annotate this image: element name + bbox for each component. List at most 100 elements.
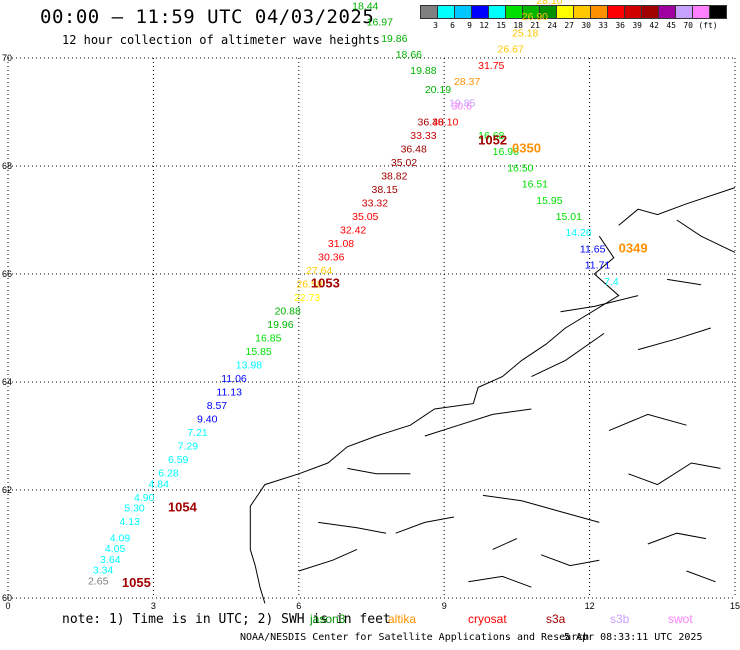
wave-height-value: 8.57 — [207, 400, 228, 412]
wave-height-value: 28.37 — [454, 76, 480, 88]
coastline-segment — [540, 554, 600, 567]
color-scale-label: 21 — [530, 21, 540, 30]
wave-height-value: 4.09 — [110, 532, 131, 544]
color-scale-label: 12 — [479, 21, 489, 30]
wave-height-value: 27.64 — [306, 265, 332, 277]
x-tick-label: 12 — [585, 601, 595, 611]
pass-time-labels: 1055 1054 1053 1052 0350 0349 — [122, 132, 648, 590]
wave-height-value: 16.50 — [507, 162, 533, 174]
color-scale-label: 6 — [450, 21, 455, 30]
wave-height-value: 7.21 — [187, 427, 208, 439]
wave-height-values: 2.653.343.644.054.09 4.135.304.90 4.846.28… — [88, 0, 619, 588]
color-scale-bar — [420, 5, 727, 19]
note-text: note: 1) Time is in UTC; 2) SWH is in fe… — [62, 612, 391, 627]
wave-height-value: 11.65 — [580, 243, 606, 255]
wave-height-value: 14.26 — [565, 227, 591, 239]
x-tick-label: 15 — [730, 601, 740, 611]
wave-height-value: 32.42 — [340, 225, 366, 237]
pass-time-label: 0350 — [512, 141, 541, 156]
coastline-segment — [608, 413, 687, 432]
x-tick-label: 6 — [296, 601, 301, 611]
wave-height-value: 11.06 — [221, 373, 247, 385]
color-scale-label: 36 — [615, 21, 625, 30]
wave-height-value: 31.08 — [328, 238, 354, 250]
wave-height-value: 18.66 — [396, 49, 422, 61]
wave-height-value: 6.28 — [158, 468, 179, 480]
wave-height-value: 26.58 — [296, 279, 322, 291]
wave-height-value: 20.88 — [275, 306, 301, 318]
axis-ticks: 0 3 6 9 12 15 70 68 66 64 62 60 — [2, 53, 740, 611]
wave-height-value: 31.75 — [478, 60, 504, 72]
coastline-segment — [468, 575, 532, 588]
wave-height-value: 19.96 — [267, 319, 293, 331]
wave-height-value: 6.59 — [168, 454, 189, 466]
wave-height-value: 35.05 — [352, 211, 378, 223]
wave-height-value: 5.30 — [124, 503, 145, 515]
legend-altika: altika — [388, 612, 417, 626]
wave-height-value: 19.85 — [449, 98, 475, 110]
color-scale-label: 9 — [467, 21, 472, 30]
map-grid — [7, 57, 736, 599]
legend-cryosat: cryosat — [468, 612, 507, 626]
y-tick-label: 66 — [2, 269, 12, 279]
wave-height-value: 2.65 — [88, 576, 109, 588]
color-scale-label: 3 — [433, 21, 438, 30]
color-scale-label: 15 — [496, 21, 506, 30]
wave-height-value: 15.01 — [556, 211, 582, 223]
coastline-segment — [395, 516, 454, 534]
wave-height-value: 16.68 — [478, 130, 504, 142]
wave-height-value: 16.96 — [493, 146, 519, 158]
x-tick-label: 3 — [151, 601, 156, 611]
wave-height-value: 35.02 — [391, 157, 417, 169]
wave-height-value: 28.10 — [536, 0, 562, 7]
color-scale-labels: 3 6 9 12 15 18 21 24 27 30 33 36 39 42 45 70 (ft) — [421, 21, 723, 30]
wave-height-value: 9.40 — [197, 414, 218, 426]
wave-height-value: 36.48 — [418, 117, 444, 129]
coastline-segment — [347, 467, 411, 475]
coastline-segment — [618, 187, 736, 226]
wave-height-value: 26.67 — [498, 44, 524, 56]
wave-height-value: 30.10 — [432, 117, 458, 129]
wave-height-value: 20.19 — [425, 84, 451, 96]
color-scale-label: 70 — [683, 21, 693, 30]
wave-height-value: 13.98 — [236, 360, 262, 372]
x-tick-label: 0 — [5, 601, 10, 611]
wave-height-value: 16.51 — [522, 179, 548, 191]
wave-height-value: 18.44 — [352, 0, 378, 12]
coastline-segment — [482, 494, 600, 523]
page-title: 00:00 – 11:59 UTC 04/03/2025 — [40, 6, 375, 28]
wave-height-value: 25.18 — [512, 27, 538, 39]
legend-jason3: jason3 — [310, 612, 346, 626]
wave-height-value: 19.86 — [381, 33, 407, 45]
wave-height-value: 11.13 — [216, 387, 242, 399]
color-scale-label: (ft) — [698, 21, 718, 30]
coastline-segment — [676, 219, 736, 253]
wave-height-value: 16.85 — [255, 333, 281, 345]
wave-height-value: 38.82 — [381, 171, 407, 183]
wave-height-value: 3.34 — [93, 565, 114, 577]
wave-height-value: 33.32 — [362, 198, 388, 210]
pass-time-label: 0349 — [619, 240, 648, 255]
color-scale-label: 24 — [547, 21, 557, 30]
wave-height-value: 30.6 — [451, 100, 472, 112]
wave-height-value: 4.05 — [105, 543, 126, 555]
y-tick-label: 60 — [2, 593, 12, 603]
wave-height-value: 16.97 — [367, 17, 393, 29]
color-scale-label: 33 — [598, 21, 608, 30]
wave-height-value: 19.88 — [410, 65, 436, 77]
wave-height-value: 38.15 — [372, 184, 398, 196]
wave-height-value: 36.48 — [401, 144, 427, 156]
y-tick-label: 64 — [2, 377, 12, 387]
y-tick-label: 68 — [2, 161, 12, 171]
color-scale-label: 45 — [666, 21, 676, 30]
wave-height-value: 15.85 — [245, 346, 271, 358]
wave-height-value: 22.73 — [294, 292, 320, 304]
wave-height-value: 30.36 — [318, 252, 344, 264]
footer-note: note: 1) Time is in UTC; 2) SWH is in fe… — [62, 612, 391, 627]
coastline-segment — [647, 532, 706, 545]
y-tick-label: 70 — [2, 53, 12, 63]
color-scale-label: 30 — [581, 21, 591, 30]
legend-swot: swot — [668, 612, 693, 626]
wave-height-value: 7.4 — [604, 276, 619, 288]
